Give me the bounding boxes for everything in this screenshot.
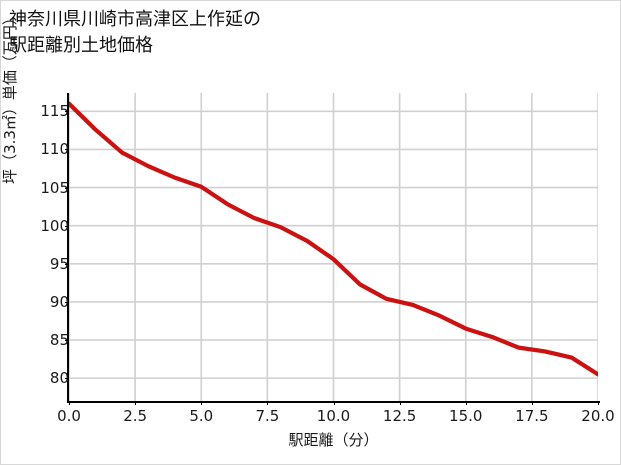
- data-line-series: [69, 101, 598, 377]
- y-tick-label: 95: [49, 254, 69, 273]
- x-tick-mark: [598, 401, 599, 405]
- x-tick-label: 5.0: [189, 407, 214, 425]
- x-tick-label: 0.0: [57, 407, 81, 425]
- y-tick-label: 90: [49, 292, 69, 311]
- x-tick-mark: [267, 401, 269, 405]
- x-tick-label: 20.0: [581, 407, 615, 425]
- y-tick-mark: [65, 187, 69, 189]
- y-tick-label: 105: [40, 178, 69, 197]
- y-axis-ticks: 80 85 90 95 100 105 110 115: [1, 93, 69, 401]
- x-tick-mark: [465, 401, 467, 405]
- x-axis-ticks: 0.0 2.5 5.0 7.5 10.0 12.5 15.0 17.5 20.0: [57, 401, 615, 431]
- y-tick-mark: [65, 301, 69, 303]
- x-tick-label: 10.0: [316, 407, 351, 425]
- y-tick-mark: [65, 378, 69, 380]
- y-tick-label: 80: [49, 369, 69, 388]
- x-tick-mark: [201, 401, 203, 405]
- x-tick-label: 12.5: [382, 407, 417, 425]
- y-tick-label: 115: [40, 102, 69, 121]
- y-tick-mark: [65, 149, 69, 151]
- y-tick-label: 100: [40, 216, 69, 235]
- y-tick-label: 85: [49, 331, 69, 349]
- y-tick-mark: [65, 340, 69, 341]
- y-tick-mark: [65, 225, 69, 227]
- y-axis-label: 坪（3.3㎡）単価（万円）: [1, 10, 19, 184]
- x-tick-label: 2.5: [123, 407, 148, 425]
- x-tick-label: 7.5: [255, 407, 280, 425]
- y-tick-label: 110: [40, 140, 69, 159]
- x-tick-mark: [531, 401, 533, 405]
- y-axis-spine: [67, 93, 69, 401]
- plot-area: [67, 93, 600, 403]
- y-tick-mark: [65, 263, 69, 265]
- chart-title: 神奈川県川崎市高津区上作延の 駅距離別土地価格: [9, 9, 261, 56]
- x-tick-mark: [399, 401, 401, 405]
- x-tick-label: 15.0: [449, 407, 483, 425]
- x-tick-mark: [69, 401, 70, 405]
- x-tick-label: 17.5: [515, 407, 549, 425]
- grid-lines: [69, 93, 598, 401]
- x-axis-label: 駅距離（分）: [288, 431, 379, 449]
- x-tick-mark: [135, 401, 137, 405]
- x-tick-mark: [333, 401, 335, 405]
- y-tick-mark: [65, 111, 69, 113]
